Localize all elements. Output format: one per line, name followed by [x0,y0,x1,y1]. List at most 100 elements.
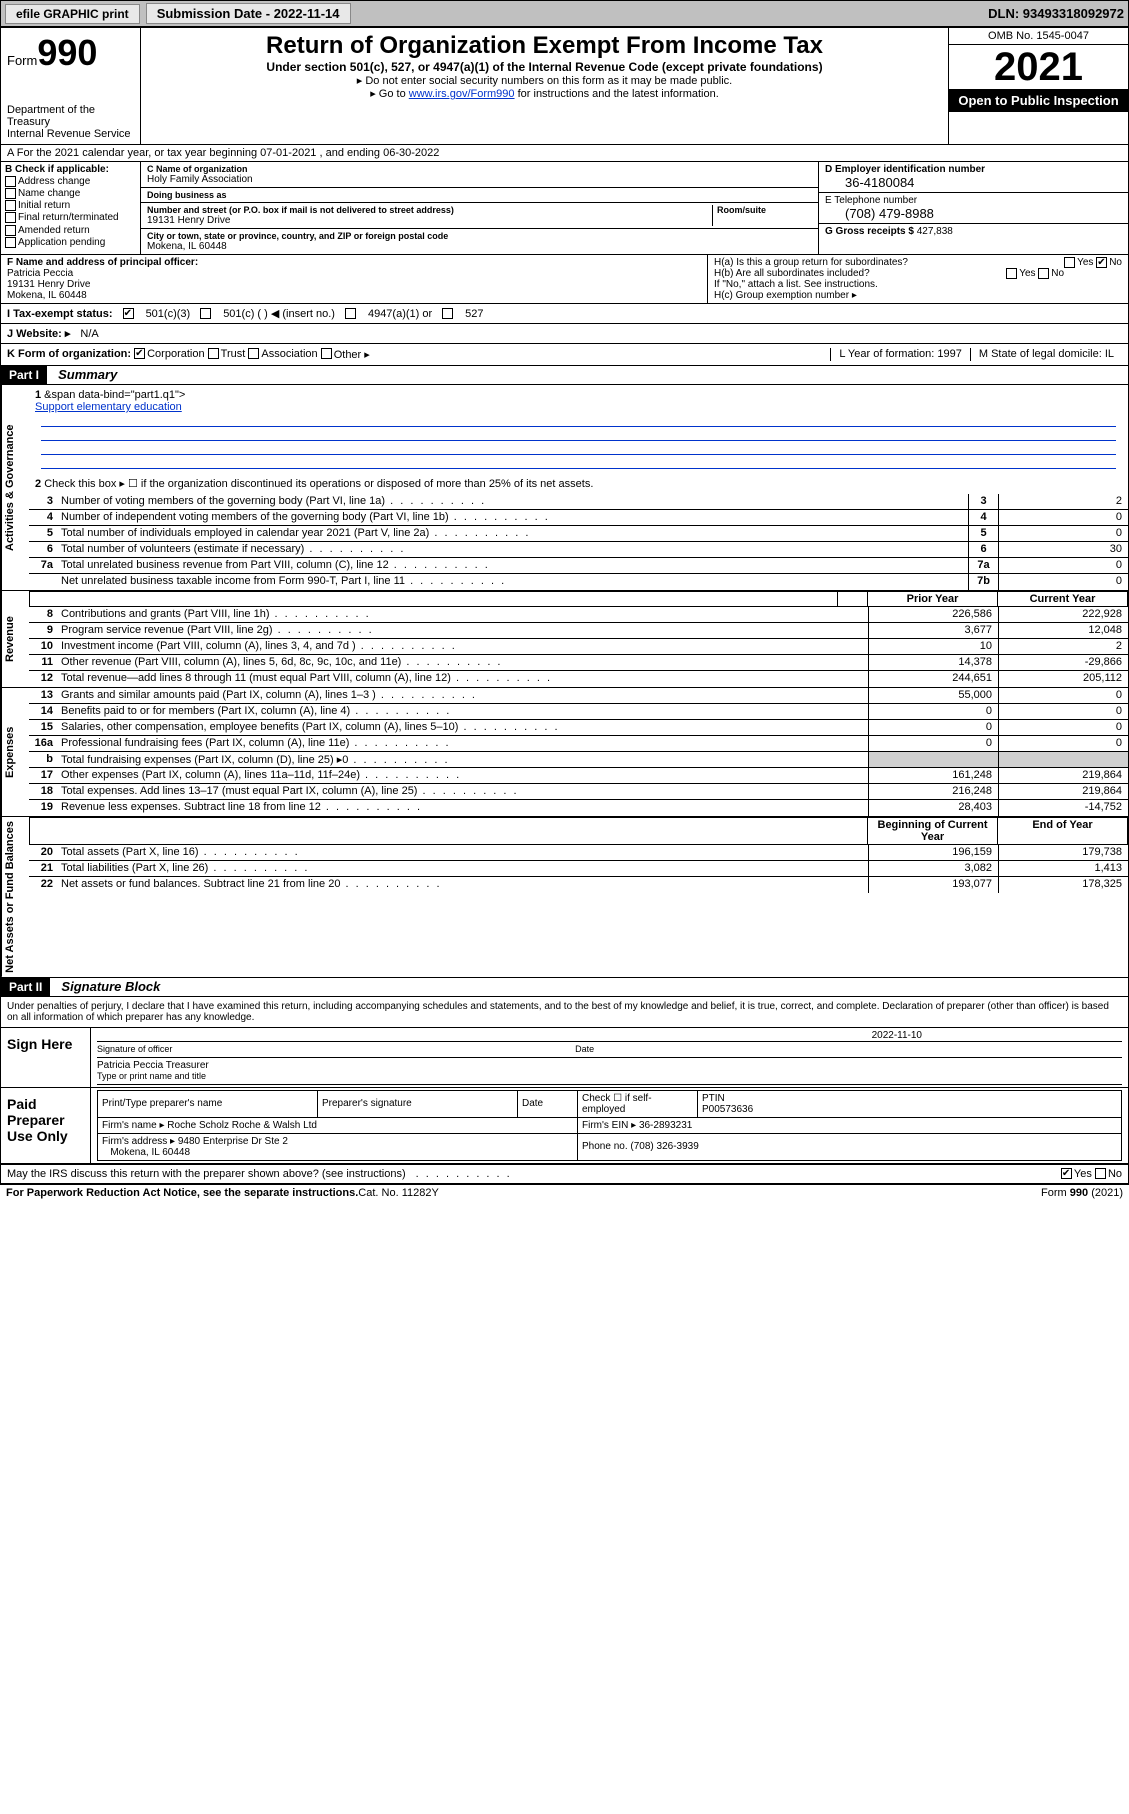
side-expenses: Expenses [1,688,29,816]
sig-officer-label: Signature of officer [97,1044,172,1054]
sig-date-label: Date [575,1044,594,1054]
cb-association[interactable] [248,348,259,359]
table-row: 8Contributions and grants (Part VIII, li… [29,607,1128,623]
cb-4947[interactable] [345,308,356,319]
telephone: (708) 479-8988 [825,206,1122,221]
part1-header: Part I [1,366,47,384]
row-a-taxyear: A For the 2021 calendar year, or tax yea… [0,145,1129,162]
part1-title: Summary [58,367,117,382]
cb-corporation[interactable] [134,348,145,359]
table-row: 15Salaries, other compensation, employee… [29,720,1128,736]
table-row: 22Net assets or fund balances. Subtract … [29,877,1128,893]
table-row: 17Other expenses (Part IX, column (A), l… [29,768,1128,784]
cat-no: Cat. No. 11282Y [358,1187,439,1199]
table-row: 19Revenue less expenses. Subtract line 1… [29,800,1128,816]
year-formation: L Year of formation: 1997 [830,348,970,361]
firm-phone: (708) 326-3939 [630,1141,698,1152]
form-990-label: Form 990 (2021) [1041,1187,1123,1199]
cb-may-yes[interactable] [1061,1168,1072,1179]
table-row: 9Program service revenue (Part VIII, lin… [29,623,1128,639]
cb-address-change[interactable]: Address change [5,176,136,187]
submission-date: Submission Date - 2022-11-14 [146,3,351,24]
table-row: 4Number of independent voting members of… [29,510,1128,526]
row-j-website: J Website: ▸ N/A [0,324,1129,344]
ptin-value: P00573636 [702,1104,753,1115]
table-row: 5Total number of individuals employed in… [29,526,1128,542]
table-row: 6Total number of volunteers (estimate if… [29,542,1128,558]
irs-label: Internal Revenue Service [7,128,134,140]
cb-may-no[interactable] [1095,1168,1106,1179]
table-row: 14Benefits paid to or for members (Part … [29,704,1128,720]
col-c-name-address: C Name of organization Holy Family Assoc… [141,162,818,254]
cb-other[interactable] [321,348,332,359]
cb-527[interactable] [442,308,453,319]
form-label: Form [7,53,37,68]
cb-501c[interactable] [200,308,211,319]
col-de: D Employer identification number 36-4180… [818,162,1128,254]
gross-receipts: 427,838 [917,226,953,237]
cb-final-return[interactable]: Final return/terminated [5,212,136,223]
form-subtitle: Under section 501(c), 527, or 4947(a)(1)… [147,60,942,74]
part1-netassets: Net Assets or Fund Balances Beginning of… [0,817,1129,978]
dln: DLN: 93493318092972 [988,6,1124,21]
ein: 36-4180084 [825,175,1122,190]
table-row: 3Number of voting members of the governi… [29,494,1128,510]
tax-year: 2021 [949,45,1128,89]
officer-name-title: Patricia Peccia Treasurer [97,1060,209,1071]
form-header: Form990 Department of the Treasury Inter… [0,27,1129,145]
form-footer: For Paperwork Reduction Act Notice, see … [0,1184,1129,1201]
row-k-org-form: K Form of organization: Corporation Trus… [0,344,1129,366]
table-row: 12Total revenue—add lines 8 through 11 (… [29,671,1128,687]
cb-trust[interactable] [208,348,219,359]
irs-link[interactable]: www.irs.gov/Form990 [409,88,515,100]
col-b-checkboxes: B Check if applicable: Address change Na… [1,162,141,254]
table-row: bTotal fundraising expenses (Part IX, co… [29,752,1128,768]
table-row: 7aTotal unrelated business revenue from … [29,558,1128,574]
firm-ein: 36-2893231 [639,1120,692,1131]
sig-date-value: 2022-11-10 [97,1030,1122,1041]
sign-here-block: Sign Here 2022-11-10 Signature of office… [0,1028,1129,1088]
cb-name-change[interactable]: Name change [5,188,136,199]
efile-print-button[interactable]: efile GRAPHIC print [5,4,140,24]
part2-header: Part II [1,978,50,996]
group-return: H(a) Is this a group return for subordin… [708,255,1128,303]
side-revenue: Revenue [1,591,29,687]
preparer-table: Print/Type preparer's name Preparer's si… [97,1090,1122,1161]
entity-block: B Check if applicable: Address change Na… [0,162,1129,255]
part1-governance: Activities & Governance 1 &span data-bin… [0,385,1129,591]
paid-preparer-block: Paid Preparer Use Only Print/Type prepar… [0,1088,1129,1164]
table-row: 16aProfessional fundraising fees (Part I… [29,736,1128,752]
website-value: N/A [80,328,98,340]
row-i-tax-status: I Tax-exempt status: 501(c)(3) 501(c) ( … [0,304,1129,324]
header-right: OMB No. 1545-0047 2021 Open to Public In… [948,28,1128,144]
table-row: 10Investment income (Part VIII, column (… [29,639,1128,655]
may-irs-discuss: May the IRS discuss this return with the… [0,1164,1129,1184]
dept-label: Department of the Treasury [7,104,134,128]
side-governance: Activities & Governance [1,385,29,590]
table-row: 20Total assets (Part X, line 16)196,1591… [29,845,1128,861]
table-row: 18Total expenses. Add lines 13–17 (must … [29,784,1128,800]
org-name: Holy Family Association [147,174,812,185]
row-f-h: F Name and address of principal officer:… [0,255,1129,304]
firm-name: Roche Scholz Roche & Walsh Ltd [167,1120,317,1131]
mission-text: Support elementary education [35,401,182,413]
header-left: Form990 Department of the Treasury Inter… [1,28,141,144]
side-netassets: Net Assets or Fund Balances [1,817,29,977]
cb-initial-return[interactable]: Initial return [5,200,136,211]
form-number: 990 [37,32,97,73]
efile-topbar: efile GRAPHIC print Submission Date - 20… [0,0,1129,27]
header-center: Return of Organization Exempt From Incom… [141,28,948,144]
table-row: 21Total liabilities (Part X, line 26)3,0… [29,861,1128,877]
firm-address: 9480 Enterprise Dr Ste 2 [178,1136,288,1147]
cb-amended-return[interactable]: Amended return [5,225,136,236]
table-row: 11Other revenue (Part VIII, column (A), … [29,655,1128,671]
cb-application-pending[interactable]: Application pending [5,237,136,248]
part1-expenses: Expenses 13Grants and similar amounts pa… [0,688,1129,817]
part1-revenue: Revenue Prior Year Current Year 8Contrib… [0,591,1129,688]
cb-501c3[interactable] [123,308,134,319]
part2-title: Signature Block [61,979,160,994]
principal-officer: F Name and address of principal officer:… [1,255,708,303]
table-row: 13Grants and similar amounts paid (Part … [29,688,1128,704]
goto-note: ▸ Go to www.irs.gov/Form990 for instruct… [147,87,942,100]
sign-here-label: Sign Here [1,1028,91,1087]
